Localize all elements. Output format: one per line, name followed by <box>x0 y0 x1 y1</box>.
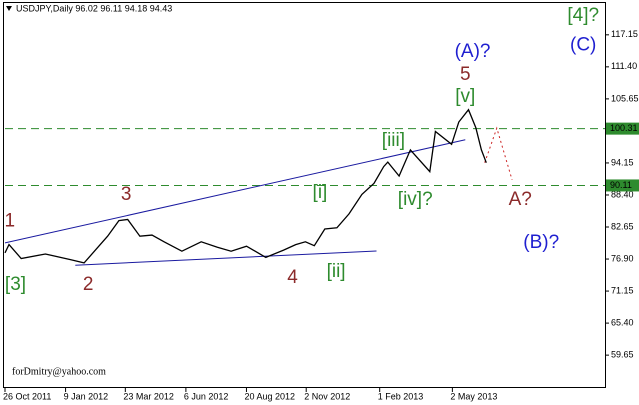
watermark: forDmitry@yahoo.com <box>12 366 106 377</box>
x-tick-label: 2 Nov 2012 <box>304 391 350 401</box>
x-tick-label: 2 May 2013 <box>450 391 497 401</box>
y-tick-label: 59.65 <box>611 350 634 360</box>
y-tick-label: 71.15 <box>611 285 634 295</box>
wave-label: [iv]? <box>398 189 433 210</box>
x-tick-label: 1 Feb 2013 <box>378 391 424 401</box>
wave-label: 3 <box>121 184 132 205</box>
wave-label: (C) <box>570 35 596 56</box>
wave-label: [ii] <box>327 261 346 282</box>
y-tick-label: 65.40 <box>611 317 634 327</box>
level-label-box <box>606 179 639 192</box>
wave-label: 5 <box>460 64 471 85</box>
wave-label: [i] <box>313 182 328 203</box>
wave-label: [v] <box>455 86 475 107</box>
wave-label: (B)? <box>523 232 559 253</box>
y-tick-label: 88.40 <box>611 189 634 199</box>
y-tick-label: 105.65 <box>611 93 639 103</box>
wave-label: A? <box>509 189 532 210</box>
forecast-line <box>484 126 513 181</box>
wave-label: [4]? <box>567 5 599 26</box>
y-tick-label: 82.65 <box>611 221 634 231</box>
x-tick-label: 6 Jun 2012 <box>184 391 229 401</box>
wave-label: 2 <box>83 274 94 295</box>
y-tick-label: 76.90 <box>611 253 634 263</box>
chart-title: USDJPY,Daily 96.02 96.11 94.18 94.43 <box>16 3 172 13</box>
level-label-box <box>606 122 639 135</box>
level-label: 100.31 <box>610 123 638 133</box>
trend-line <box>4 139 466 244</box>
x-tick-label: 26 Oct 2011 <box>3 391 51 401</box>
icon <box>6 6 12 11</box>
level-label: 90.11 <box>610 180 632 190</box>
y-tick-label: 117.15 <box>611 29 638 39</box>
x-tick-label: 20 Aug 2012 <box>244 391 295 401</box>
trend-line <box>75 250 377 266</box>
wave-label: [iii] <box>382 130 405 151</box>
y-tick-label: 111.40 <box>611 61 637 71</box>
wave-label: (A)? <box>455 41 491 62</box>
wave-label: 4 <box>287 267 298 288</box>
y-tick-label: 94.15 <box>611 157 634 167</box>
x-tick-label: 23 Mar 2012 <box>123 391 174 401</box>
x-tick-label: 9 Jan 2012 <box>64 391 109 401</box>
wave-label: 1 <box>5 211 16 232</box>
price-line <box>4 108 487 264</box>
wave-label: [3] <box>5 274 26 295</box>
